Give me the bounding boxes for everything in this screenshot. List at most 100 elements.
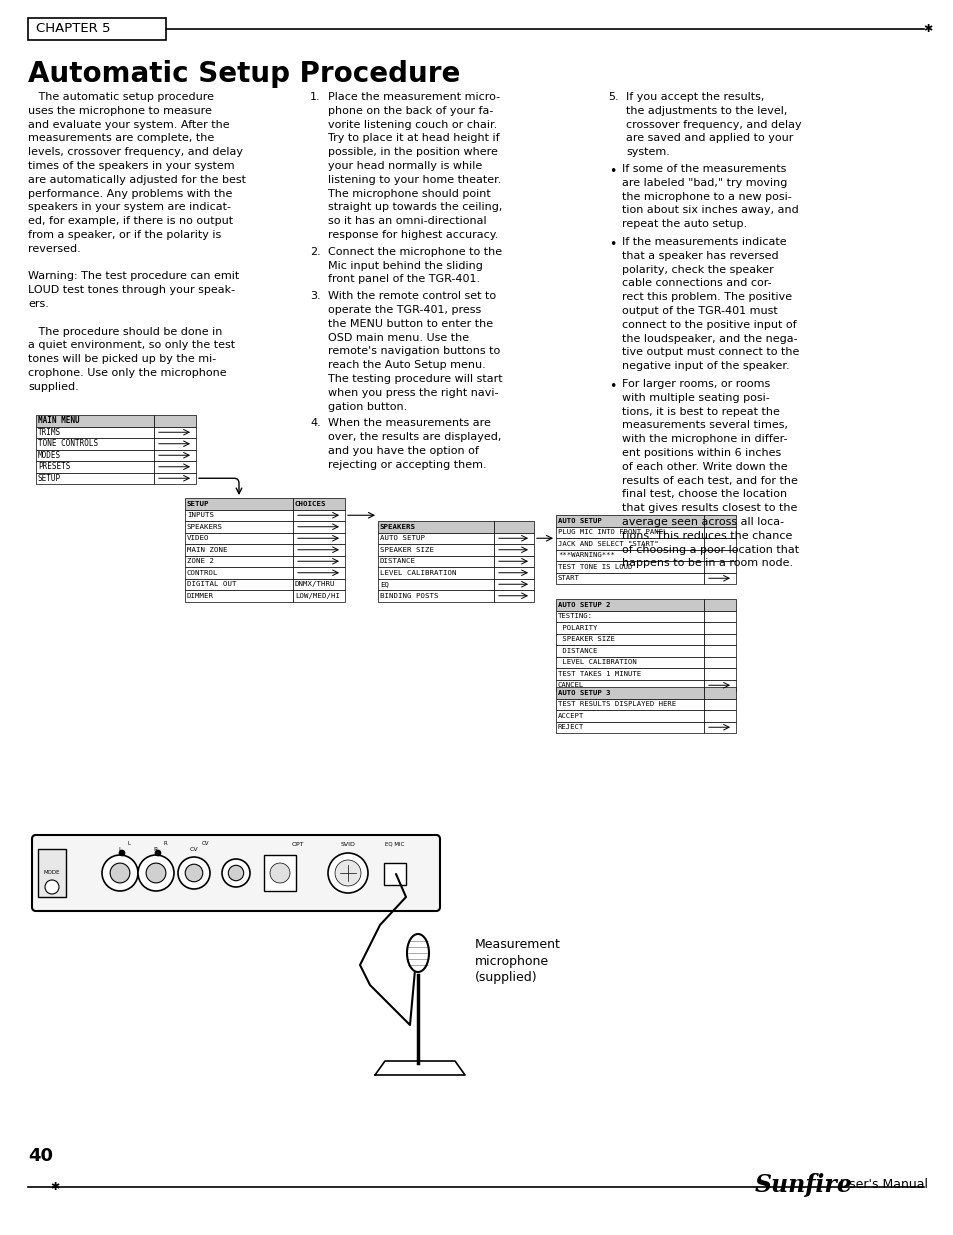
Bar: [556, 526, 703, 538]
Text: CHAPTER 5: CHAPTER 5: [36, 22, 111, 36]
Text: DISTANCE: DISTANCE: [379, 558, 416, 564]
Text: Warning: The test procedure can emit: Warning: The test procedure can emit: [28, 272, 239, 282]
Bar: [556, 538, 703, 550]
Text: R: R: [164, 841, 168, 846]
Text: If you accept the results,: If you accept the results,: [625, 91, 763, 103]
Text: gation button.: gation button.: [328, 401, 407, 411]
Bar: [556, 721, 703, 734]
Text: ent positions within 6 inches: ent positions within 6 inches: [621, 448, 781, 458]
Text: SPEAKER SIZE: SPEAKER SIZE: [379, 547, 434, 553]
Text: reversed.: reversed.: [28, 243, 81, 254]
Text: average seen across all loca-: average seen across all loca-: [621, 517, 783, 527]
Text: The procedure should be done in: The procedure should be done in: [28, 326, 222, 337]
Text: Measurement: Measurement: [475, 939, 560, 951]
Text: from a speaker, or if the polarity is: from a speaker, or if the polarity is: [28, 230, 221, 240]
Bar: [703, 573, 735, 584]
Text: TEST RESULTS DISPLAYED HERE: TEST RESULTS DISPLAYED HERE: [558, 701, 676, 708]
Text: levels, crossover frequency, and delay: levels, crossover frequency, and delay: [28, 147, 243, 157]
Text: reach the Auto Setup menu.: reach the Auto Setup menu.: [328, 361, 485, 370]
Bar: [185, 556, 293, 567]
Text: VIDEO: VIDEO: [187, 535, 210, 541]
Text: tions, it is best to repeat the: tions, it is best to repeat the: [621, 406, 779, 416]
Text: the microphone to a new posi-: the microphone to a new posi-: [621, 191, 791, 201]
Bar: [36, 426, 153, 438]
Bar: [185, 498, 293, 510]
Text: listening to your home theater.: listening to your home theater.: [328, 175, 501, 185]
Text: 1.: 1.: [310, 91, 320, 103]
Text: LEVEL CALIBRATION: LEVEL CALIBRATION: [379, 569, 456, 576]
Text: MODES: MODES: [38, 451, 61, 459]
Text: When the measurements are: When the measurements are: [328, 419, 491, 429]
Text: ACCEPT: ACCEPT: [558, 713, 583, 719]
Text: are labeled "bad," try moving: are labeled "bad," try moving: [621, 178, 786, 188]
Text: SPEAKERS: SPEAKERS: [187, 524, 223, 530]
Text: TEST TONE IS LOUD: TEST TONE IS LOUD: [558, 563, 632, 569]
Bar: [494, 567, 534, 578]
Text: OPT: OPT: [292, 842, 304, 847]
Text: times of the speakers in your system: times of the speakers in your system: [28, 161, 234, 170]
Text: tions. This reduces the chance: tions. This reduces the chance: [621, 531, 792, 541]
Bar: [293, 510, 345, 521]
Bar: [703, 699, 735, 710]
Bar: [494, 521, 534, 532]
Text: LOUD test tones through your speak-: LOUD test tones through your speak-: [28, 285, 234, 295]
Text: DISTANCE: DISTANCE: [558, 647, 597, 653]
Text: front panel of the TGR-401.: front panel of the TGR-401.: [328, 274, 479, 284]
Bar: [293, 567, 345, 578]
Circle shape: [185, 864, 203, 882]
Text: LOW/MED/HI: LOW/MED/HI: [294, 593, 339, 599]
Bar: [703, 538, 735, 550]
Text: 40: 40: [28, 1147, 53, 1165]
Text: tion about six inches away, and: tion about six inches away, and: [621, 205, 798, 215]
Text: CHOICES: CHOICES: [294, 500, 326, 506]
Bar: [556, 515, 703, 526]
Text: are saved and applied to your: are saved and applied to your: [625, 133, 793, 143]
Text: MAIN MENU: MAIN MENU: [38, 416, 79, 425]
Bar: [185, 521, 293, 532]
Text: L: L: [118, 847, 122, 852]
Text: measurements several times,: measurements several times,: [621, 420, 787, 431]
Bar: [185, 567, 293, 578]
Bar: [264, 855, 295, 890]
Bar: [703, 622, 735, 634]
Text: tive output must connect to the: tive output must connect to the: [621, 347, 799, 357]
Bar: [703, 526, 735, 538]
Text: •: •: [608, 165, 616, 178]
Text: AUTO SETUP: AUTO SETUP: [379, 535, 424, 541]
Bar: [36, 473, 153, 484]
Bar: [153, 415, 195, 426]
Text: a quiet environment, so only the test: a quiet environment, so only the test: [28, 341, 234, 351]
Text: START: START: [558, 576, 579, 582]
Text: The testing procedure will start: The testing procedure will start: [328, 374, 502, 384]
Circle shape: [335, 860, 360, 885]
Text: of choosing a poor location that: of choosing a poor location that: [621, 545, 799, 555]
Text: TONE CONTROLS: TONE CONTROLS: [38, 440, 98, 448]
Text: TESTING:: TESTING:: [558, 614, 593, 619]
Text: vorite listening couch or chair.: vorite listening couch or chair.: [328, 120, 497, 130]
Text: microphone: microphone: [475, 955, 549, 967]
Text: ✱: ✱: [923, 23, 932, 35]
Text: are automatically adjusted for the best: are automatically adjusted for the best: [28, 175, 246, 185]
Bar: [556, 679, 703, 692]
Bar: [36, 461, 153, 473]
Text: ***WARNING***: ***WARNING***: [558, 552, 615, 558]
Text: straight up towards the ceiling,: straight up towards the ceiling,: [328, 203, 502, 212]
Text: and you have the option of: and you have the option of: [328, 446, 478, 456]
Text: With the remote control set to: With the remote control set to: [328, 291, 496, 301]
Text: your head normally is while: your head normally is while: [328, 161, 482, 170]
Text: 5.: 5.: [607, 91, 618, 103]
Text: crossover frequency, and delay: crossover frequency, and delay: [625, 120, 801, 130]
Circle shape: [270, 863, 290, 883]
Text: CANCEL: CANCEL: [558, 682, 583, 688]
Text: the adjustments to the level,: the adjustments to the level,: [625, 106, 786, 116]
Text: Automatic Setup Procedure: Automatic Setup Procedure: [28, 61, 460, 88]
Text: repeat the auto setup.: repeat the auto setup.: [621, 219, 746, 230]
Text: PRESETS: PRESETS: [38, 462, 71, 472]
Bar: [293, 521, 345, 532]
Bar: [377, 578, 494, 590]
Bar: [703, 634, 735, 645]
Text: ers.: ers.: [28, 299, 49, 309]
Bar: [293, 543, 345, 556]
Text: so it has an omni-directional: so it has an omni-directional: [328, 216, 486, 226]
Text: of each other. Write down the: of each other. Write down the: [621, 462, 787, 472]
